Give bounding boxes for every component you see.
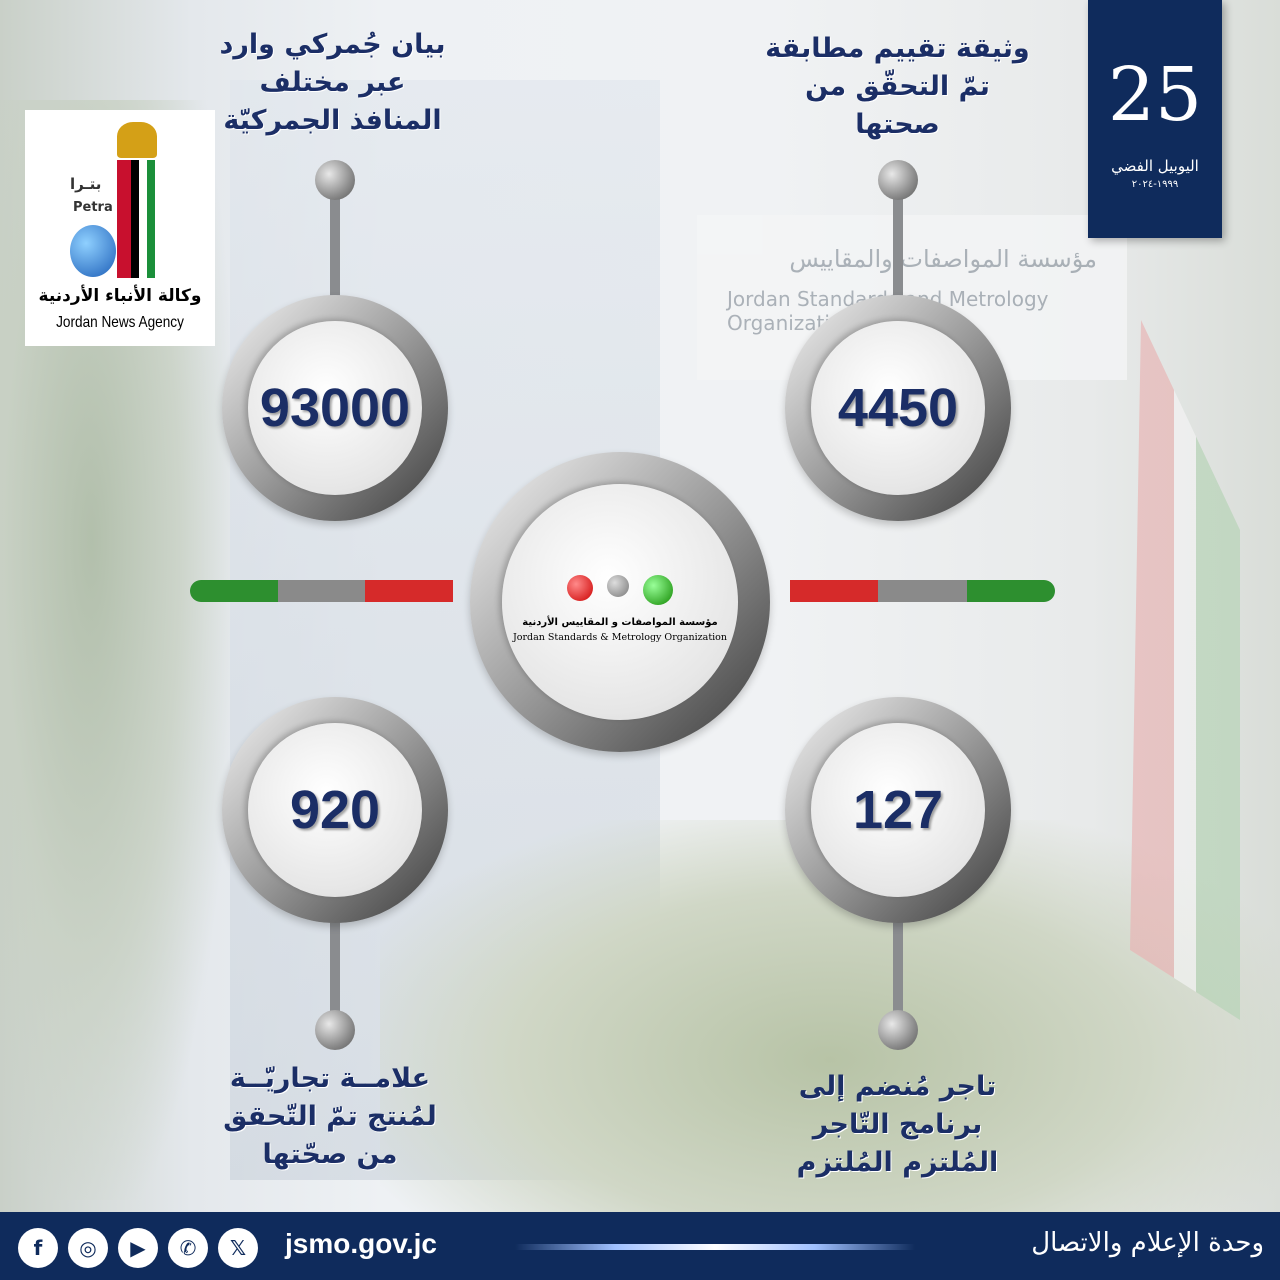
background-sign: مؤسسة المواصفات والمقاييس Jordan Standar… <box>697 215 1127 380</box>
instagram-icon[interactable]: ◎ <box>68 1228 108 1268</box>
decorative-bar-left <box>190 580 453 602</box>
connector-line <box>330 915 340 1030</box>
petra-logo: بتـرا Petra وكالة الأنباء الأردنية Jorda… <box>25 110 215 346</box>
decorative-bar-right <box>790 580 1055 602</box>
stat-circle-traders: 127 <box>785 697 1011 923</box>
stat-circle-customs: 93000 <box>222 295 448 521</box>
flag-emblem <box>117 160 155 278</box>
decorative-light-line <box>515 1244 915 1250</box>
footer: f ◎ ▶ ✆ 𝕏 jsmo.gov.jc وحدة الإعلام والات… <box>0 1212 1280 1280</box>
connector-line <box>893 180 903 300</box>
globe-icon <box>70 225 116 277</box>
traffic-lights-icon <box>567 575 673 605</box>
crown-icon <box>117 122 157 158</box>
department-name: وحدة الإعلام والاتصال <box>1031 1228 1264 1258</box>
connector-knob <box>315 160 355 200</box>
connector-knob <box>315 1010 355 1050</box>
facebook-icon[interactable]: f <box>18 1228 58 1268</box>
connector-line <box>330 180 340 300</box>
whatsapp-icon[interactable]: ✆ <box>168 1228 208 1268</box>
stat-circle-conformity: 4450 <box>785 295 1011 521</box>
stat-label-trademark: علامــة تجاريّــة لمُنتج تمّ التّحقق من … <box>223 1063 437 1170</box>
stat-label-traders: تاجر مُنضم إلى برنامج التّاجر المُلتزم ا… <box>796 1071 999 1178</box>
jordan-flag-background <box>1130 320 1240 1020</box>
website-link[interactable]: jsmo.gov.jc <box>285 1228 437 1259</box>
stat-label-conformity: وثيقة تقييم مطابقة تمّ التحقّق من صحتها <box>765 33 1030 140</box>
youtube-icon[interactable]: ▶ <box>118 1228 158 1268</box>
connector-knob <box>878 1010 918 1050</box>
stat-circle-trademark: 920 <box>222 697 448 923</box>
stat-label-customs: بيان جُمركي وارد عبر مختلف المنافذ الجمر… <box>219 29 446 136</box>
x-icon[interactable]: 𝕏 <box>218 1228 258 1268</box>
jsmo-logo-circle: مؤسسة المواصفات و المقاييس الأردنية Jord… <box>470 452 770 752</box>
connector-line <box>893 915 903 1030</box>
connector-knob <box>878 160 918 200</box>
silver-jubilee-logo: 25 اليوبيل الفضي ١٩٩٩-٢٠٢٤ <box>1088 0 1222 238</box>
